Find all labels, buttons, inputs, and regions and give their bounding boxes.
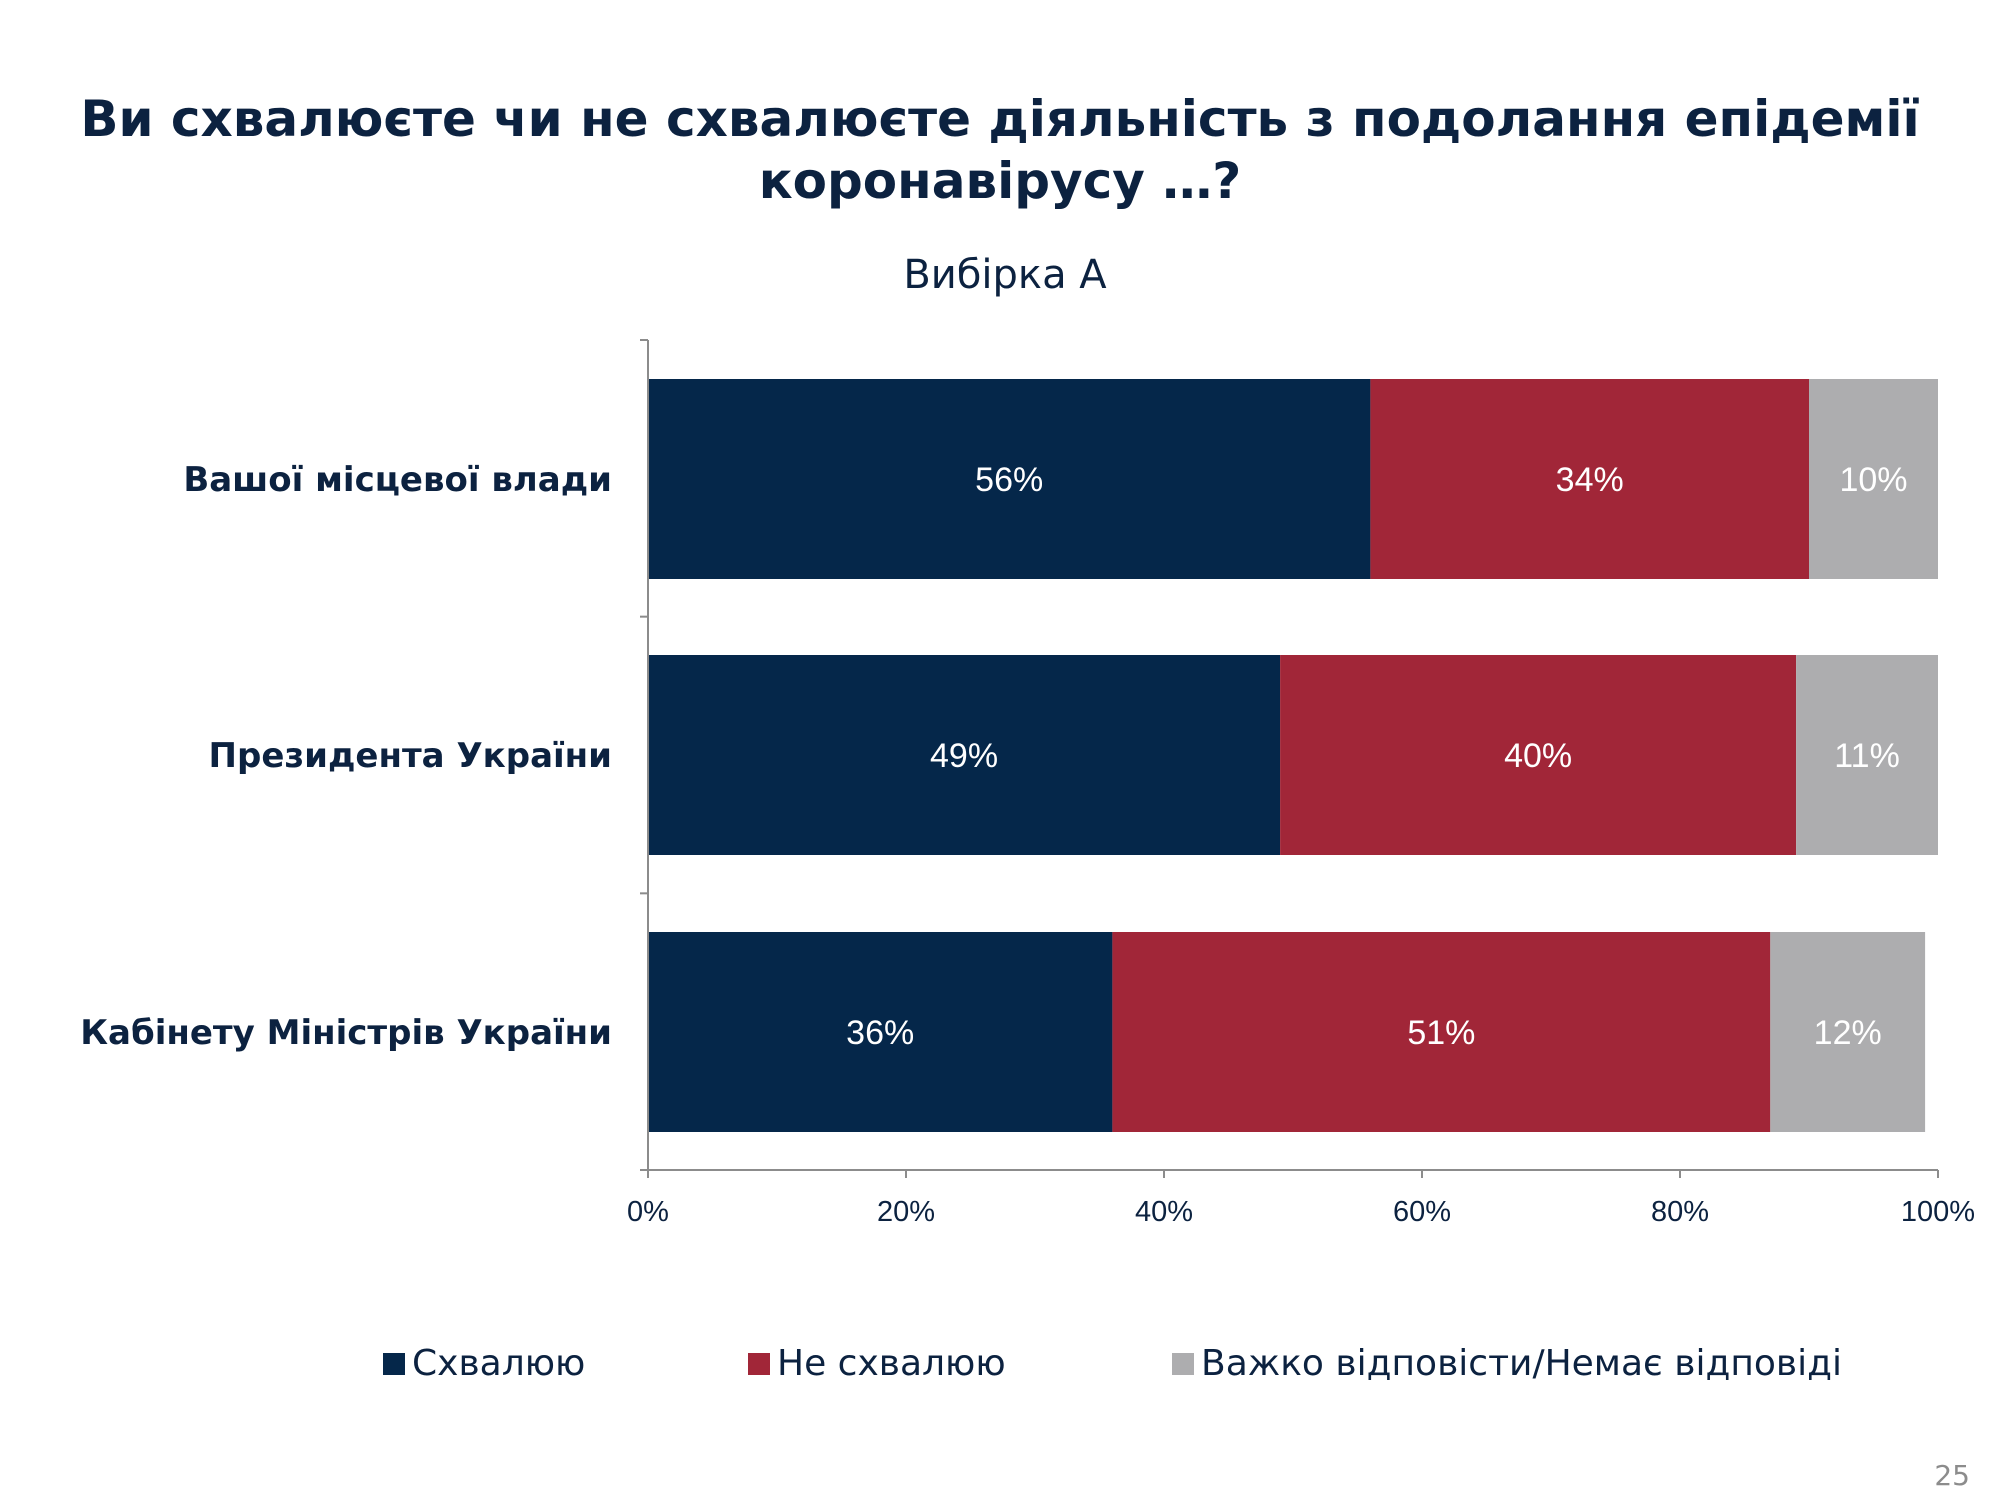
x-tick-label: 100%: [1901, 1196, 1975, 1228]
data-label: 11%: [1834, 737, 1900, 775]
bar-segment: [1796, 655, 1938, 855]
chart-subtitle: Вибірка А: [903, 252, 1107, 298]
chart-title-line-1: Ви схвалюєте чи не схвалюєте діяльність …: [80, 90, 1919, 148]
bar-segment: [1770, 932, 1926, 1132]
data-label: 51%: [1407, 1014, 1475, 1052]
legend-swatch: [748, 1353, 770, 1375]
bars-group: Вашої місцевої влади 56% 34% 10% Президента …: [80, 379, 1938, 1132]
x-tick-label: 60%: [1393, 1196, 1451, 1228]
bar-segment: [648, 932, 1113, 1132]
bar-segment: [648, 379, 1371, 579]
category-label: Кабінету Міністрів України: [80, 1013, 612, 1053]
category-label: Президента України: [209, 736, 612, 776]
x-tick-label: 40%: [1135, 1196, 1193, 1228]
data-label: 10%: [1839, 461, 1907, 499]
x-tick-label: 20%: [877, 1196, 935, 1228]
data-label: 56%: [975, 461, 1043, 499]
page-number: 25: [1934, 1459, 1970, 1492]
bar-segment: [648, 655, 1281, 855]
x-tick-label: 80%: [1651, 1196, 1709, 1228]
bar-segment: [1280, 655, 1797, 855]
axes: 0% 20% 40% 60% 80% 100%: [627, 339, 1975, 1228]
legend-label: Важко відповісти/Немає відповіді: [1201, 1343, 1842, 1384]
legend-label: Схвалюю: [412, 1343, 585, 1384]
data-label: 40%: [1504, 737, 1572, 775]
legend-swatch: [383, 1353, 405, 1375]
x-tick-label: 0%: [627, 1196, 669, 1228]
chart-title-line-2: коронавірусу …?: [759, 152, 1242, 210]
legend: Схвалюю Не схвалюю Важко відповісти/Немає …: [383, 1343, 1842, 1384]
category-label: Вашої місцевої влади: [183, 460, 612, 500]
legend-label: Не схвалюю: [777, 1343, 1006, 1384]
data-label: 36%: [846, 1014, 914, 1052]
data-label: 12%: [1814, 1014, 1882, 1052]
bar-segment: [1370, 379, 1809, 579]
bar-segment: [1809, 379, 1938, 579]
bar-segment: [1112, 932, 1771, 1132]
data-label: 49%: [930, 737, 998, 775]
legend-swatch: [1172, 1353, 1194, 1375]
data-label: 34%: [1556, 461, 1624, 499]
